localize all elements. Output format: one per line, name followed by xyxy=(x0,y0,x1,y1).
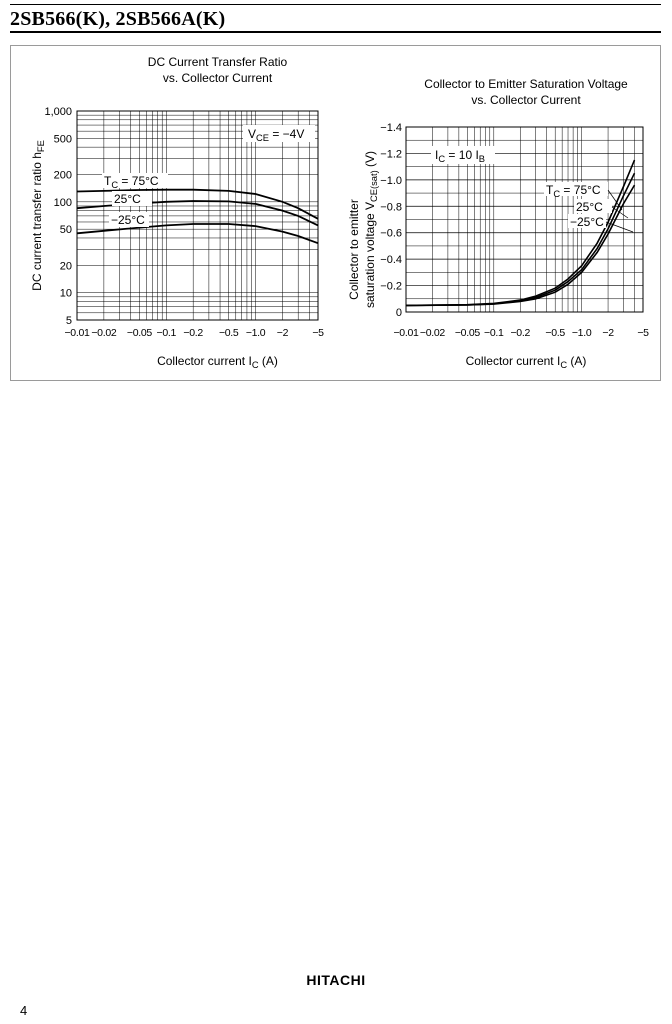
y-tick-label: 50 xyxy=(60,224,72,236)
series-label: TC = 75°C xyxy=(546,183,601,199)
y-tick-label: 100 xyxy=(54,197,72,209)
x-tick-label: −0.02 xyxy=(91,327,117,339)
x-tick-label: −0.1 xyxy=(484,327,504,339)
x-tick-label: −1.0 xyxy=(572,327,592,339)
y-tick-label: 500 xyxy=(54,133,72,145)
charts-canvas: DC Current Transfer Ratio vs. Collector C… xyxy=(30,55,649,370)
series-label: −25°C xyxy=(111,213,145,227)
series-label-bg xyxy=(112,191,152,206)
x-tick-label: −0.05 xyxy=(127,327,153,339)
page-number: 4 xyxy=(20,1003,28,1018)
y-tick-label: 5 xyxy=(66,315,72,327)
series-line xyxy=(76,188,319,220)
header-rule xyxy=(10,31,661,33)
series-label: 25°C xyxy=(114,192,141,206)
chart-title: DC Current Transfer Ratio xyxy=(148,55,288,69)
y-tick-label: 1,000 xyxy=(44,106,72,118)
y-axis-label-line1: Collector to emitter xyxy=(347,199,361,300)
y-axis-label-line2: saturation voltage VCE(sat) (V) xyxy=(363,151,379,308)
y-tick-label: 20 xyxy=(60,260,72,272)
series-line xyxy=(76,223,319,245)
x-tick-label: −2 xyxy=(277,327,289,339)
plot-frame xyxy=(76,110,319,321)
series-line xyxy=(405,184,636,307)
y-tick-label: −0.6 xyxy=(380,228,402,240)
series-label: 25°C xyxy=(576,200,603,214)
series-label-bg xyxy=(109,212,149,227)
x-axis-label: Collector current IC (A) xyxy=(466,354,587,370)
x-axis-label: Collector current IC (A) xyxy=(157,354,278,370)
figure-frame xyxy=(10,45,661,381)
condition-bg xyxy=(243,125,315,142)
condition-label: IC = 10 IB xyxy=(435,148,485,164)
y-tick-label: 0 xyxy=(396,307,402,319)
x-tick-label: −5 xyxy=(312,327,324,339)
series-leader-line xyxy=(611,206,629,219)
series-label-bg xyxy=(102,173,168,188)
x-tick-label: −5 xyxy=(637,327,649,339)
series-label-bg xyxy=(568,214,606,228)
series-label-bg xyxy=(544,182,608,196)
x-tick-label: −2 xyxy=(602,327,614,339)
chart-subtitle: vs. Collector Current xyxy=(471,93,581,107)
x-tick-label: −0.5 xyxy=(545,327,565,339)
header-top-rule xyxy=(10,4,661,5)
chart-subtitle: vs. Collector Current xyxy=(163,71,273,85)
chart-title: Collector to Emitter Saturation Voltage xyxy=(424,77,628,91)
y-tick-label: −0.4 xyxy=(380,254,402,266)
y-tick-label: −1.4 xyxy=(380,122,402,134)
page-title: 2SB566(K), 2SB566A(K) xyxy=(10,8,226,30)
y-tick-label: −0.8 xyxy=(380,201,402,213)
x-tick-label: −1.0 xyxy=(246,327,266,339)
brand-logo-text: HITACHI xyxy=(306,972,366,988)
vcesat-chart: Collector to Emitter Saturation Voltage v… xyxy=(347,77,649,370)
y-tick-label: −1.0 xyxy=(380,175,402,187)
y-tick-label: −0.2 xyxy=(380,281,402,293)
plot-frame xyxy=(405,126,644,313)
series-label-bg xyxy=(574,199,612,213)
x-tick-label: −0.01 xyxy=(393,327,419,339)
condition-bg xyxy=(431,146,495,164)
condition-label: VCE = −4V xyxy=(248,127,304,143)
x-tick-label: −0.1 xyxy=(157,327,177,339)
series-label: TC = 75°C xyxy=(104,174,159,190)
series-label: −25°C xyxy=(570,215,604,229)
y-tick-label: 10 xyxy=(60,288,72,300)
x-tick-label: −0.2 xyxy=(183,327,203,339)
series-leader-line xyxy=(607,189,623,211)
y-axis-label: DC current transfer ratio hFE xyxy=(30,140,46,291)
x-tick-label: −0.2 xyxy=(510,327,530,339)
x-tick-label: −0.5 xyxy=(219,327,239,339)
y-tick-label: 200 xyxy=(54,169,72,181)
x-tick-label: −0.01 xyxy=(64,327,90,339)
series-leader-line xyxy=(605,221,634,233)
x-tick-label: −0.02 xyxy=(420,327,446,339)
x-tick-label: −0.05 xyxy=(455,327,481,339)
y-tick-label: −1.2 xyxy=(380,148,402,160)
hfe-chart: DC Current Transfer Ratio vs. Collector C… xyxy=(30,55,324,370)
